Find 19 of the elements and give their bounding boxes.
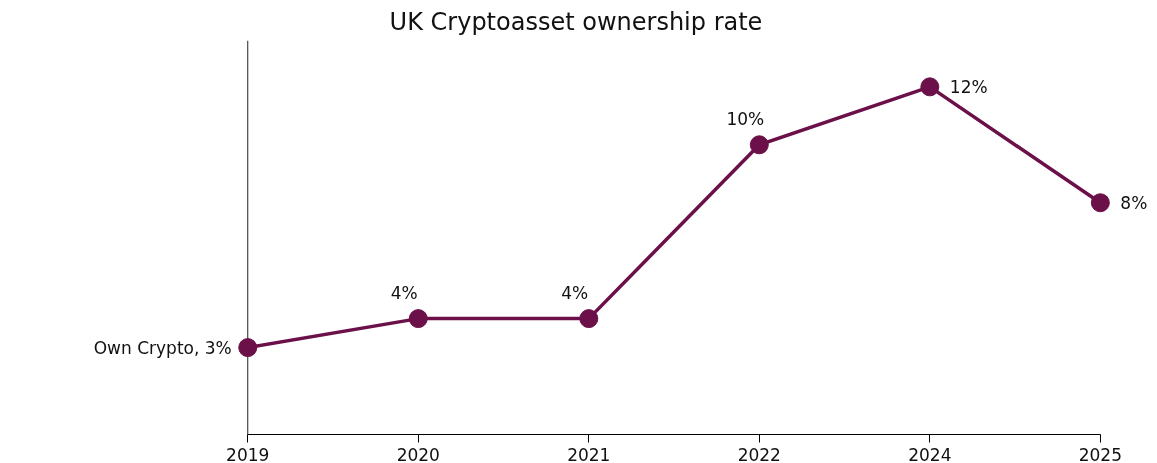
x-tick-label: 2020 [396, 444, 440, 463]
x-tick-label: 2025 [1078, 444, 1122, 463]
chart-title: UK Cryptoasset ownership rate [389, 7, 763, 36]
point [408, 309, 428, 329]
x-tick-label: 2021 [567, 444, 611, 463]
point [749, 135, 769, 155]
data-label: 10% [726, 108, 765, 129]
point [579, 309, 599, 329]
x-tick-label: 2024 [908, 444, 952, 463]
point [1090, 193, 1110, 213]
data-label: 12% [949, 76, 988, 97]
data-label: 4% [561, 282, 589, 303]
point [920, 77, 940, 97]
x-tick-label: 2019 [226, 444, 270, 463]
data-label: 4% [390, 282, 418, 303]
point [238, 338, 258, 358]
x-tick-label: 2022 [737, 444, 781, 463]
data-label: Own Crypto, 3% [93, 337, 232, 358]
data-label: 8% [1120, 192, 1148, 213]
